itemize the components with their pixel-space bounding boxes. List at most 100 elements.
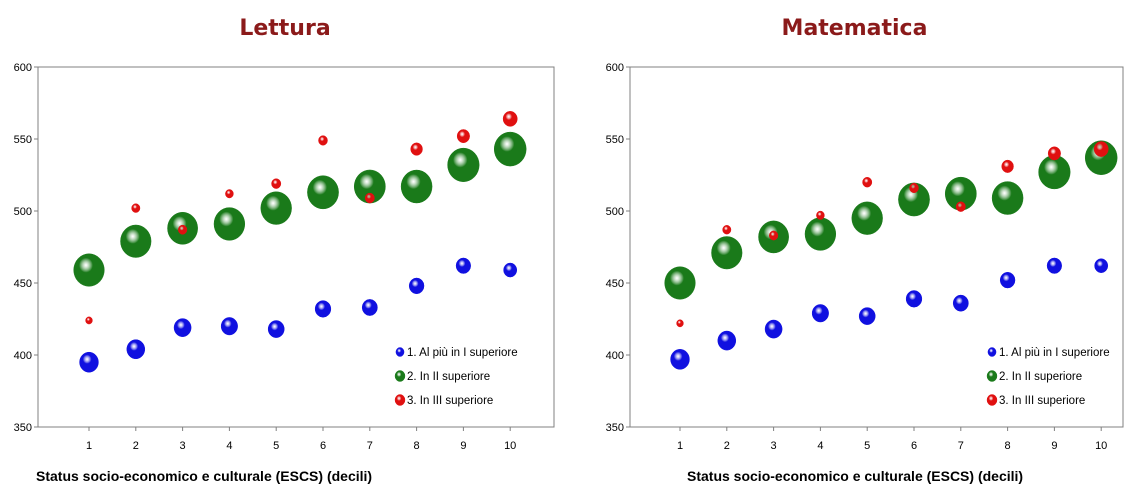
y-tick-label: 550 (606, 134, 624, 146)
y-tick-label: 400 (606, 350, 624, 362)
chart-panel-lettura: Lettura 350 400 450 500 550 600 1 2 3 4 5 6 7 8 9 10 1. … (14, 16, 555, 484)
x-tick-label: 8 (1005, 440, 1011, 452)
legend-marker (986, 394, 998, 406)
y-tick-label: 450 (606, 278, 624, 290)
data-point-2 (991, 181, 1024, 215)
data-point-3 (722, 225, 732, 235)
chart-panel-matematica: Matematica 350 400 450 500 550 600 1 2 3 4 5 6 7 8 9 10… (570, 0, 1139, 488)
x-axis-label: Status socio-economico e culturale (ESCS… (36, 468, 373, 484)
data-point-1 (267, 320, 285, 338)
x-axis-label: Status socio-economico e culturale (ESCS… (687, 468, 1024, 484)
data-point-2 (120, 224, 152, 258)
chart-title: Lettura (239, 16, 331, 41)
scatter-plot-matematica: 350 400 450 500 550 600 1 2 3 4 5 6 7 8 9 10 1. Al più i… (606, 62, 1124, 452)
chart-title: Matematica (781, 16, 928, 41)
data-point-2 (898, 182, 930, 217)
data-point-3 (1047, 146, 1061, 161)
x-tick-label: 6 (911, 440, 917, 452)
legend-label: 2. In II superiore (407, 371, 490, 383)
data-point-1 (858, 307, 876, 325)
data-point-1 (811, 304, 829, 323)
data-point-2 (851, 201, 883, 235)
legend-label: 1. Al più in I superiore (999, 347, 1110, 359)
x-tick-label: 6 (320, 440, 326, 452)
x-tick-label: 7 (958, 440, 964, 452)
data-point-3 (271, 178, 282, 189)
x-tick-label: 1 (86, 440, 92, 452)
data-point-3 (502, 111, 518, 127)
data-point-3 (225, 189, 234, 199)
x-tick-label: 5 (864, 440, 870, 452)
legend-marker (394, 370, 406, 382)
data-point-3 (1001, 159, 1014, 173)
x-tick-label: 4 (817, 440, 823, 452)
data-point-1 (126, 339, 146, 360)
y-tick-label: 450 (14, 278, 32, 290)
data-point-2 (400, 169, 433, 204)
data-point-3 (955, 201, 966, 212)
data-point-2 (260, 191, 292, 225)
data-point-2 (447, 147, 480, 182)
legend-marker (394, 394, 406, 406)
legend-label: 2. In II superiore (999, 371, 1082, 383)
legend-label: 1. Al più in I superiore (407, 347, 518, 359)
x-tick-label: 2 (724, 440, 730, 452)
plot-area (629, 66, 1124, 428)
x-tick-label: 10 (504, 440, 516, 452)
y-tick-label: 500 (606, 206, 624, 218)
data-point-1 (314, 300, 332, 318)
x-tick-label: 4 (226, 440, 232, 452)
data-point-3 (769, 230, 779, 241)
legend-marker (986, 370, 998, 382)
data-point-1 (764, 319, 783, 339)
data-point-1 (905, 290, 923, 308)
data-point-1 (670, 349, 690, 370)
data-point-2 (1038, 155, 1071, 190)
x-tick-label: 8 (414, 440, 420, 452)
data-point-1 (455, 257, 471, 274)
data-point-2 (73, 253, 105, 287)
data-point-3 (816, 210, 825, 220)
x-tick-label: 9 (460, 440, 466, 452)
x-tick-label: 1 (677, 440, 683, 452)
y-tick-label: 350 (14, 422, 32, 434)
legend-label: 3. In III superiore (999, 395, 1085, 407)
data-point-1 (220, 317, 238, 336)
x-tick-label: 3 (771, 440, 777, 452)
data-point-3 (862, 177, 873, 188)
x-tick-label: 2 (133, 440, 139, 452)
data-point-2 (804, 217, 837, 251)
data-point-1 (717, 330, 737, 351)
data-point-3 (131, 203, 141, 213)
data-point-2 (307, 175, 339, 210)
x-tick-label: 9 (1051, 440, 1057, 452)
x-tick-label: 5 (273, 440, 279, 452)
legend-label: 3. In III superiore (407, 395, 493, 407)
y-tick-label: 600 (14, 62, 32, 74)
data-point-2 (711, 236, 743, 270)
legend-marker (987, 347, 997, 357)
data-point-1 (503, 262, 518, 278)
data-point-1 (173, 318, 192, 337)
data-point-1 (361, 299, 378, 316)
data-point-3 (318, 135, 328, 146)
data-point-2 (493, 131, 527, 167)
data-point-3 (178, 224, 188, 235)
y-tick-label: 350 (606, 422, 624, 434)
data-point-3 (676, 319, 684, 328)
y-tick-label: 500 (14, 206, 32, 218)
data-point-2 (1084, 140, 1118, 175)
data-point-2 (664, 266, 696, 300)
legend-marker (395, 347, 405, 357)
data-point-1 (79, 351, 99, 373)
data-point-3 (1093, 141, 1109, 157)
data-point-1 (999, 271, 1016, 289)
x-tick-label: 3 (180, 440, 186, 452)
x-tick-label: 7 (367, 440, 373, 452)
y-tick-label: 600 (606, 62, 624, 74)
data-point-3 (456, 129, 470, 144)
data-point-2 (213, 207, 246, 241)
data-point-3 (909, 182, 919, 193)
data-point-1 (952, 294, 969, 312)
scatter-plot-lettura: 350 400 450 500 550 600 1 2 3 4 5 6 7 8 9 10 1. Al più i… (14, 62, 555, 452)
